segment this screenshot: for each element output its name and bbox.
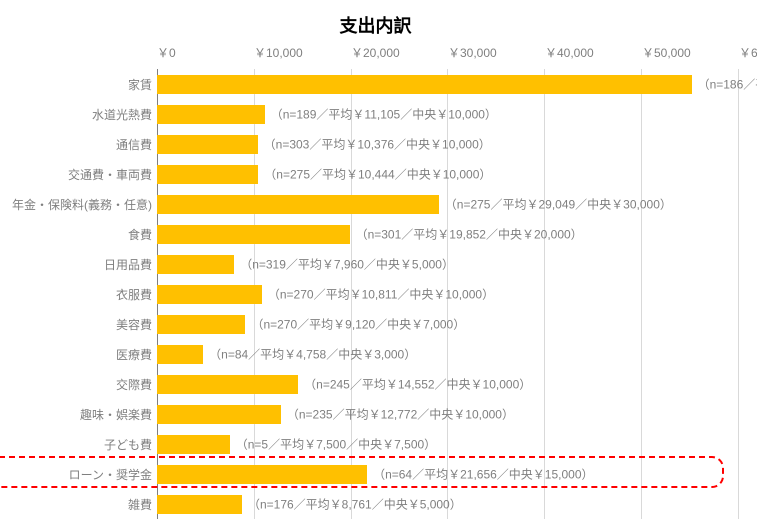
bar-row: 通信費（n=303／平均￥10,376／中央￥10,000） <box>157 129 739 159</box>
bar-rows: 家賃（n=186／平均￥55,110／中央￥55,000）水道光熱費（n=189… <box>157 69 739 519</box>
plot-area: 家賃（n=186／平均￥55,110／中央￥55,000）水道光熱費（n=189… <box>12 69 739 519</box>
bar-row: 医療費（n=84／平均￥4,758／中央￥3,000） <box>157 339 739 369</box>
bar-row: 雑費（n=176／平均￥8,761／中央￥5,000） <box>157 489 739 519</box>
category-label: 通信費 <box>12 136 152 153</box>
bar-row: 美容費（n=270／平均￥9,120／中央￥7,000） <box>157 309 739 339</box>
bar: （n=275／平均￥10,444／中央￥10,000） <box>157 165 258 184</box>
bar: （n=275／平均￥29,049／中央￥30,000） <box>157 195 439 214</box>
bar-annotation: （n=64／平均￥21,656／中央￥15,000） <box>373 466 593 483</box>
category-label: 交際費 <box>12 376 152 393</box>
bar-annotation: （n=5／平均￥7,500／中央￥7,500） <box>236 436 436 453</box>
bar: （n=186／平均￥55,110／中央￥55,000） <box>157 75 692 94</box>
bar-annotation: （n=186／平均￥55,110／中央￥55,000） <box>698 76 757 93</box>
bar: （n=301／平均￥19,852／中央￥20,000） <box>157 225 350 244</box>
bar-annotation: （n=245／平均￥14,552／中央￥10,000） <box>304 376 531 393</box>
bar-annotation: （n=84／平均￥4,758／中央￥3,000） <box>209 346 416 363</box>
bar-annotation: （n=275／平均￥29,049／中央￥30,000） <box>445 196 672 213</box>
bar-row: 日用品費（n=319／平均￥7,960／中央￥5,000） <box>157 249 739 279</box>
bar: （n=319／平均￥7,960／中央￥5,000） <box>157 255 234 274</box>
bar: （n=270／平均￥9,120／中央￥7,000） <box>157 315 245 334</box>
category-label: 雑費 <box>12 496 152 513</box>
bar-row: 交際費（n=245／平均￥14,552／中央￥10,000） <box>157 369 739 399</box>
bar-annotation: （n=270／平均￥9,120／中央￥7,000） <box>251 316 465 333</box>
bar-row: ローン・奨学金（n=64／平均￥21,656／中央￥15,000） <box>157 459 739 489</box>
category-label: 美容費 <box>12 316 152 333</box>
bar-annotation: （n=189／平均￥11,105／中央￥10,000） <box>271 106 497 123</box>
bar-row: 子ども費（n=5／平均￥7,500／中央￥7,500） <box>157 429 739 459</box>
chart-container: 支出内訳 ￥0 ￥10,000 ￥20,000 ￥30,000 ￥40,000 … <box>0 0 757 530</box>
bar-row: 交通費・車両費（n=275／平均￥10,444／中央￥10,000） <box>157 159 739 189</box>
bar-annotation: （n=319／平均￥7,960／中央￥5,000） <box>240 256 454 273</box>
category-label: 年金・保険料(義務・任意) <box>12 196 152 213</box>
bar-row: 年金・保険料(義務・任意)（n=275／平均￥29,049／中央￥30,000） <box>157 189 739 219</box>
bar-row: 趣味・娯楽費（n=235／平均￥12,772／中央￥10,000） <box>157 399 739 429</box>
bar: （n=235／平均￥12,772／中央￥10,000） <box>157 405 281 424</box>
bar-annotation: （n=275／平均￥10,444／中央￥10,000） <box>264 166 491 183</box>
category-label: 子ども費 <box>12 436 152 453</box>
category-label: 衣服費 <box>12 286 152 303</box>
bar: （n=5／平均￥7,500／中央￥7,500） <box>157 435 230 454</box>
category-label: 交通費・車両費 <box>12 166 152 183</box>
bar-annotation: （n=270／平均￥10,811／中央￥10,000） <box>268 286 494 303</box>
bar: （n=270／平均￥10,811／中央￥10,000） <box>157 285 262 304</box>
category-label: 水道光熱費 <box>12 106 152 123</box>
bar: （n=303／平均￥10,376／中央￥10,000） <box>157 135 258 154</box>
bar-annotation: （n=176／平均￥8,761／中央￥5,000） <box>248 496 462 513</box>
category-label: ローン・奨学金 <box>12 466 152 483</box>
category-label: 趣味・娯楽費 <box>12 406 152 423</box>
bar-row: 水道光熱費（n=189／平均￥11,105／中央￥10,000） <box>157 99 739 129</box>
bar-row: 食費（n=301／平均￥19,852／中央￥20,000） <box>157 219 739 249</box>
bar: （n=64／平均￥21,656／中央￥15,000） <box>157 465 367 484</box>
category-label: 家賃 <box>12 76 152 93</box>
bar-row: 衣服費（n=270／平均￥10,811／中央￥10,000） <box>157 279 739 309</box>
category-label: 日用品費 <box>12 256 152 273</box>
bar: （n=245／平均￥14,552／中央￥10,000） <box>157 375 298 394</box>
bar: （n=176／平均￥8,761／中央￥5,000） <box>157 495 242 514</box>
bar-annotation: （n=301／平均￥19,852／中央￥20,000） <box>356 226 583 243</box>
category-label: 医療費 <box>12 346 152 363</box>
bar: （n=189／平均￥11,105／中央￥10,000） <box>157 105 265 124</box>
bar-annotation: （n=303／平均￥10,376／中央￥10,000） <box>264 136 491 153</box>
bar-row: 家賃（n=186／平均￥55,110／中央￥55,000） <box>157 69 739 99</box>
category-label: 食費 <box>12 226 152 243</box>
bar: （n=84／平均￥4,758／中央￥3,000） <box>157 345 203 364</box>
x-axis-labels: ￥0 ￥10,000 ￥20,000 ￥30,000 ￥40,000 ￥50,0… <box>12 44 739 61</box>
chart-title: 支出内訳 <box>12 12 739 38</box>
bar-annotation: （n=235／平均￥12,772／中央￥10,000） <box>287 406 514 423</box>
